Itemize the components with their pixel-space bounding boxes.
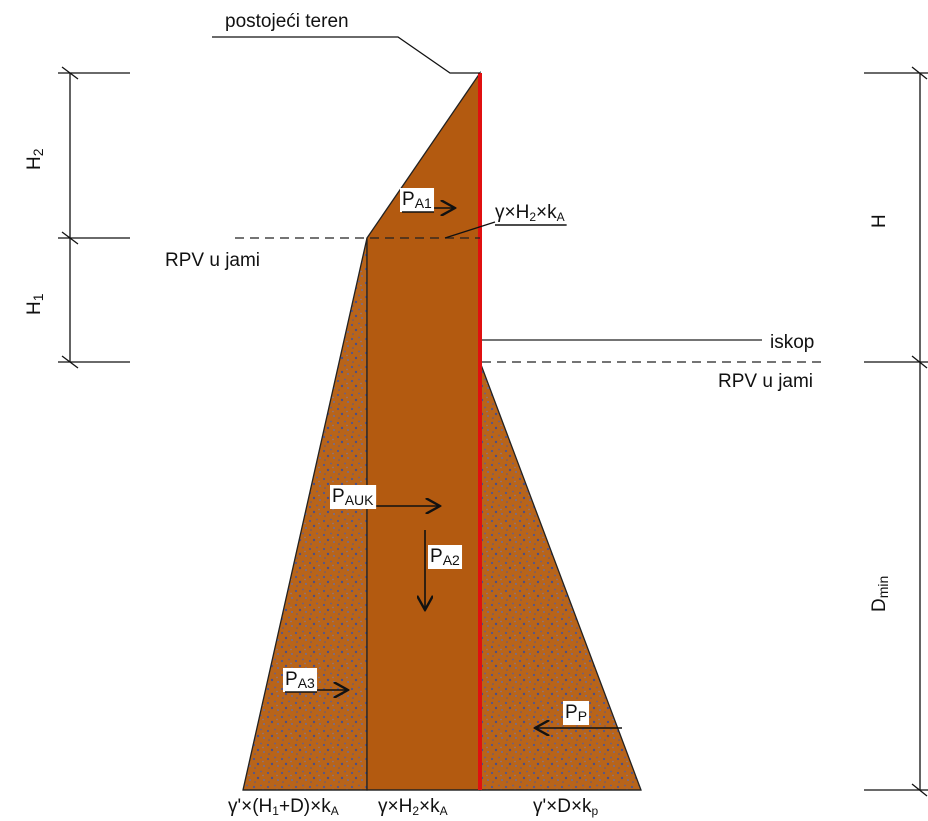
text-part: P [285,669,298,690]
soil-shapes [242,70,642,791]
water-label-left: RPV u jami [165,250,260,271]
dim-slash [911,783,928,797]
subscript: A2 [443,552,460,568]
text-part: γ×H [495,202,529,223]
force-label: PA1 [402,189,432,211]
dim-slash [61,66,79,80]
stress-leader [444,221,496,239]
text-part: +D)×k [279,796,331,817]
terrain-label: postojeći teren [225,11,349,32]
dim-label: Dmin [869,576,891,612]
force-label: PAUK [332,486,374,508]
subscript: 2 [529,210,536,224]
subscript: A [331,804,339,818]
text-part: H [24,156,45,170]
excavation-label: iskop [770,332,814,353]
dim-slash [911,66,928,80]
text-part: P [430,546,443,567]
text-part: D [869,598,890,612]
force-label: PA2 [430,546,460,568]
dim-label: H1 [24,293,46,315]
stress-label: γ'×(H1+D)×kA [228,796,339,818]
dim-label: H2 [24,148,46,170]
dim-slash [911,355,928,369]
left-active-triangle [242,237,368,791]
subscript: 2 [412,804,419,818]
label-box [330,485,377,509]
text-part: P [332,486,345,507]
water-label-right: RPV u jami [718,371,813,392]
dim-slash [61,231,79,245]
subscript: p [592,804,599,818]
subscript: min [875,576,891,599]
dim-slash [61,355,79,369]
subscript: A3 [298,675,315,691]
text-part: γ'×(H [228,796,272,817]
dim-label: H [869,214,890,228]
subscript: 1 [30,293,46,301]
terrain-leader [212,36,480,74]
text-part: H [869,214,890,228]
text-part: P [565,702,578,723]
label-box [563,701,590,725]
stress-label: γ'×D×kp [533,796,599,818]
subscript: AUK [345,492,374,508]
stress-label: γ×H2×kA [495,202,565,224]
subscript: P [578,708,587,724]
text-part: ×k [536,202,557,223]
force-label: PP [565,702,587,724]
subscript: 1 [272,804,279,818]
label-box [428,545,463,569]
text-part: γ'×D×k [533,796,592,817]
force-label: PA3 [285,669,315,691]
subscript: A [557,210,565,224]
passive-triangle [479,361,642,791]
text-part: γ×H [378,796,412,817]
stress-label: γ×H2×kA [378,796,448,818]
label-box [283,668,318,692]
subscript: A1 [415,195,432,211]
label-box [400,188,435,212]
text-part: P [402,189,415,210]
text-part: ×k [419,796,440,817]
subscript: 2 [30,148,46,156]
lines [58,36,928,797]
text-part: H [24,301,45,315]
subscript: A [440,804,448,818]
water-pressure-block [366,70,481,791]
